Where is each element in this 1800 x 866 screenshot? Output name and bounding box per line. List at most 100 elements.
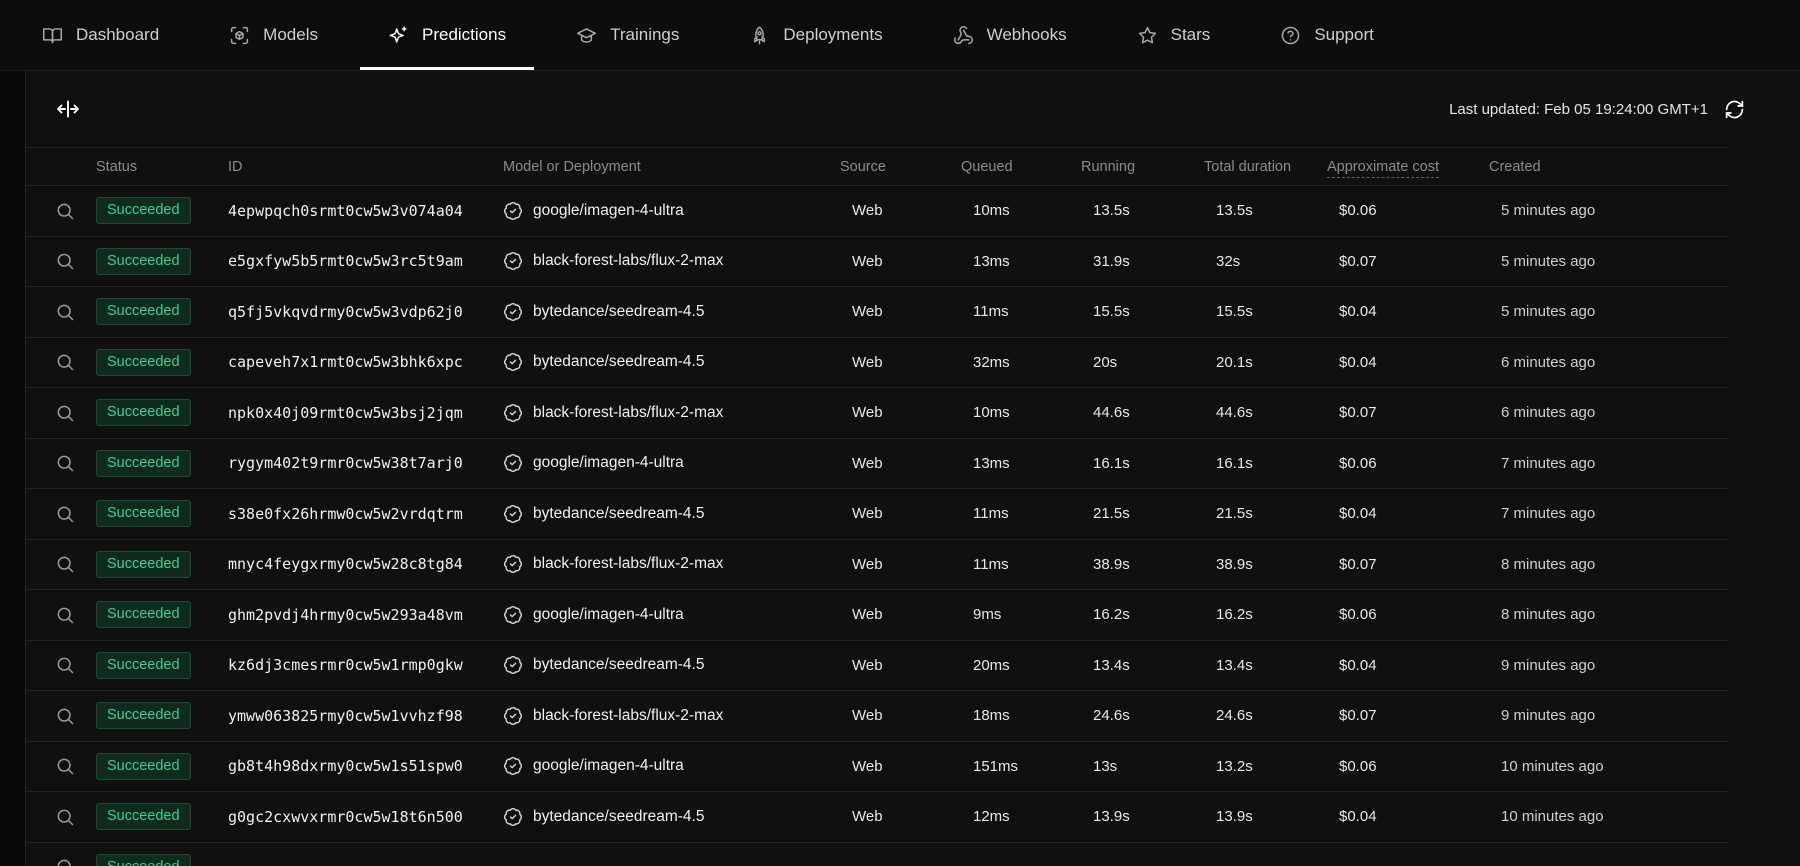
source-cell: Web — [852, 454, 883, 472]
table-row[interactable]: Succeeded e5gxfyw5b5rmt0cw5w3rc5t9am bla… — [26, 237, 1728, 287]
table-row[interactable]: Succeeded ymww063825rmy0cw5w1vvhzf98 bla… — [26, 691, 1728, 742]
row-model-cell: bytedance/seedream-4.5 — [503, 655, 840, 675]
total-duration-cell: 13.5s — [1216, 202, 1253, 220]
table-row[interactable]: Succeeded g0gc2cxwvxrmr0cw5w18t6n500 byt… — [26, 792, 1728, 843]
table-row[interactable]: Succeeded 4epwpqch0srmt0cw5w3v074a04 goo… — [26, 186, 1728, 237]
magnifier-icon[interactable] — [55, 655, 96, 675]
row-search-cell — [26, 251, 96, 271]
row-model-cell: bytedance/seedream-4.5 — [503, 352, 840, 372]
magnifier-icon[interactable] — [55, 807, 96, 827]
nav-item-label: Trainings — [610, 25, 680, 44]
nav-item-deployments[interactable]: Deployments — [743, 0, 888, 70]
row-search-cell — [26, 352, 96, 372]
model-name[interactable]: bytedance/seedream-4.5 — [533, 504, 705, 522]
row-status-cell: Succeeded — [96, 803, 228, 831]
nav-item-trainings[interactable]: Trainings — [570, 0, 685, 70]
model-name[interactable]: bytedance/seedream-4.5 — [533, 807, 705, 825]
source-cell: Web — [852, 505, 883, 523]
magnifier-icon[interactable] — [55, 453, 96, 473]
running-cell: 21.5s — [1093, 505, 1130, 523]
magnifier-icon[interactable] — [55, 554, 96, 574]
magnifier-icon[interactable] — [55, 403, 96, 423]
verified-badge-icon — [503, 302, 523, 322]
row-search-cell — [26, 453, 96, 473]
table-header-row: Status ID Model or Deployment Source Que… — [26, 147, 1728, 186]
nav-item-stars[interactable]: Stars — [1131, 0, 1217, 70]
table-row[interactable]: Succeeded gb8t4h98dxrmy0cw5w1s51spw0 goo… — [26, 742, 1728, 792]
source-cell: Web — [852, 353, 883, 371]
row-model-cell: black-forest-labs/flux-2-max — [503, 706, 840, 726]
source-cell: Web — [852, 555, 883, 573]
prediction-id: s38e0fx26hrmw0cw5w2vrdqtrm — [228, 504, 463, 523]
cube-scan-icon — [229, 25, 250, 46]
nav-item-label: Webhooks — [986, 25, 1067, 44]
nav-item-label: Stars — [1170, 25, 1211, 44]
status-badge: Succeeded — [96, 550, 191, 578]
running-cell: 13.9s — [1093, 808, 1130, 826]
nav-item-models[interactable]: Models — [223, 0, 324, 70]
magnifier-icon[interactable] — [55, 352, 96, 372]
model-name[interactable]: google/imagen-4-ultra — [533, 605, 684, 623]
total-duration-cell: 38.9s — [1216, 555, 1253, 573]
created-cell: 6 minutes ago — [1501, 404, 1596, 422]
refresh-icon[interactable] — [1724, 99, 1745, 120]
column-header-id: ID — [228, 158, 243, 175]
magnifier-icon[interactable] — [55, 201, 96, 221]
nav-item-support[interactable]: Support — [1274, 0, 1380, 70]
magnifier-icon[interactable] — [55, 605, 96, 625]
running-cell: 16.1s — [1093, 454, 1130, 472]
table-row[interactable]: Succeeded mnyc4feygxrmy0cw5w28c8tg84 bla… — [26, 540, 1728, 590]
model-name[interactable]: bytedance/seedream-4.5 — [533, 656, 705, 674]
magnifier-icon[interactable] — [55, 302, 96, 322]
model-name[interactable]: google/imagen-4-ultra — [533, 454, 684, 472]
column-header-approximate-cost[interactable]: Approximate cost — [1327, 158, 1489, 178]
prediction-id: npk0x40j09rmt0cw5w3bsj2jqm — [228, 403, 463, 422]
status-badge: Succeeded — [96, 853, 191, 866]
table-row[interactable]: Succeeded capeveh7x1rmt0cw5w3bhk6xpc byt… — [26, 338, 1728, 388]
magnifier-icon[interactable] — [55, 251, 96, 271]
total-duration-cell: 21.5s — [1216, 505, 1253, 523]
table-row[interactable]: Succeeded s38e0fx26hrmw0cw5w2vrdqtrm byt… — [26, 489, 1728, 540]
table-row[interactable]: Succeeded ghm2pvdj4hrmy0cw5w293a48vm goo… — [26, 590, 1728, 641]
magnifier-icon[interactable] — [55, 857, 96, 866]
model-name[interactable]: google/imagen-4-ultra — [533, 201, 684, 219]
running-cell: 24.6s — [1093, 707, 1130, 725]
table-row[interactable]: Succeeded rygym402t9rmr0cw5w38t7arj0 goo… — [26, 439, 1728, 489]
prediction-id: ymww063825rmy0cw5w1vvhzf98 — [228, 706, 463, 725]
created-cell: 7 minutes ago — [1501, 454, 1596, 472]
nav-item-dashboard[interactable]: Dashboard — [36, 0, 165, 70]
model-name[interactable]: black-forest-labs/flux-2-max — [533, 555, 724, 573]
cost-cell: $0.04 — [1339, 505, 1377, 523]
magnifier-icon[interactable] — [55, 756, 96, 776]
model-name[interactable]: black-forest-labs/flux-2-max — [533, 706, 724, 724]
total-duration-cell: 44.6s — [1216, 404, 1253, 422]
magnifier-icon[interactable] — [55, 706, 96, 726]
verified-badge-icon — [503, 655, 523, 675]
nav-item-webhooks[interactable]: Webhooks — [947, 0, 1073, 70]
table-row[interactable]: Succeeded npk0x40j09rmt0cw5w3bsj2jqm bla… — [26, 388, 1728, 439]
total-duration-cell: 20.1s — [1216, 353, 1253, 371]
model-name[interactable]: bytedance/seedream-4.5 — [533, 302, 705, 320]
model-name[interactable]: black-forest-labs/flux-2-max — [533, 252, 724, 270]
total-duration-cell: 13.2s — [1216, 757, 1253, 775]
model-name[interactable]: google/imagen-4-ultra — [533, 757, 684, 775]
nav-item-label: Models — [263, 25, 318, 44]
table-row[interactable]: Succeeded — [26, 843, 1728, 866]
nav-item-predictions[interactable]: Predictions — [359, 0, 535, 70]
source-cell: Web — [852, 303, 883, 321]
model-name[interactable]: bytedance/seedream-4.5 — [533, 353, 705, 371]
table-row[interactable]: Succeeded q5fj5vkqvdrmy0cw5w3vdp62j0 byt… — [26, 287, 1728, 338]
running-cell: 38.9s — [1093, 555, 1130, 573]
row-status-cell: Succeeded — [96, 500, 228, 528]
model-name[interactable]: black-forest-labs/flux-2-max — [533, 403, 724, 421]
created-cell: 6 minutes ago — [1501, 353, 1596, 371]
row-status-cell: Succeeded — [96, 853, 228, 866]
magnifier-icon[interactable] — [55, 504, 96, 524]
horizontal-resize-icon[interactable] — [56, 97, 80, 121]
webhook-icon — [953, 25, 974, 46]
source-cell: Web — [852, 404, 883, 422]
verified-badge-icon — [503, 504, 523, 524]
prediction-id: e5gxfyw5b5rmt0cw5w3rc5t9am — [228, 252, 463, 271]
table-row[interactable]: Succeeded kz6dj3cmesrmr0cw5w1rmp0gkw byt… — [26, 641, 1728, 691]
total-duration-cell: 13.4s — [1216, 656, 1253, 674]
